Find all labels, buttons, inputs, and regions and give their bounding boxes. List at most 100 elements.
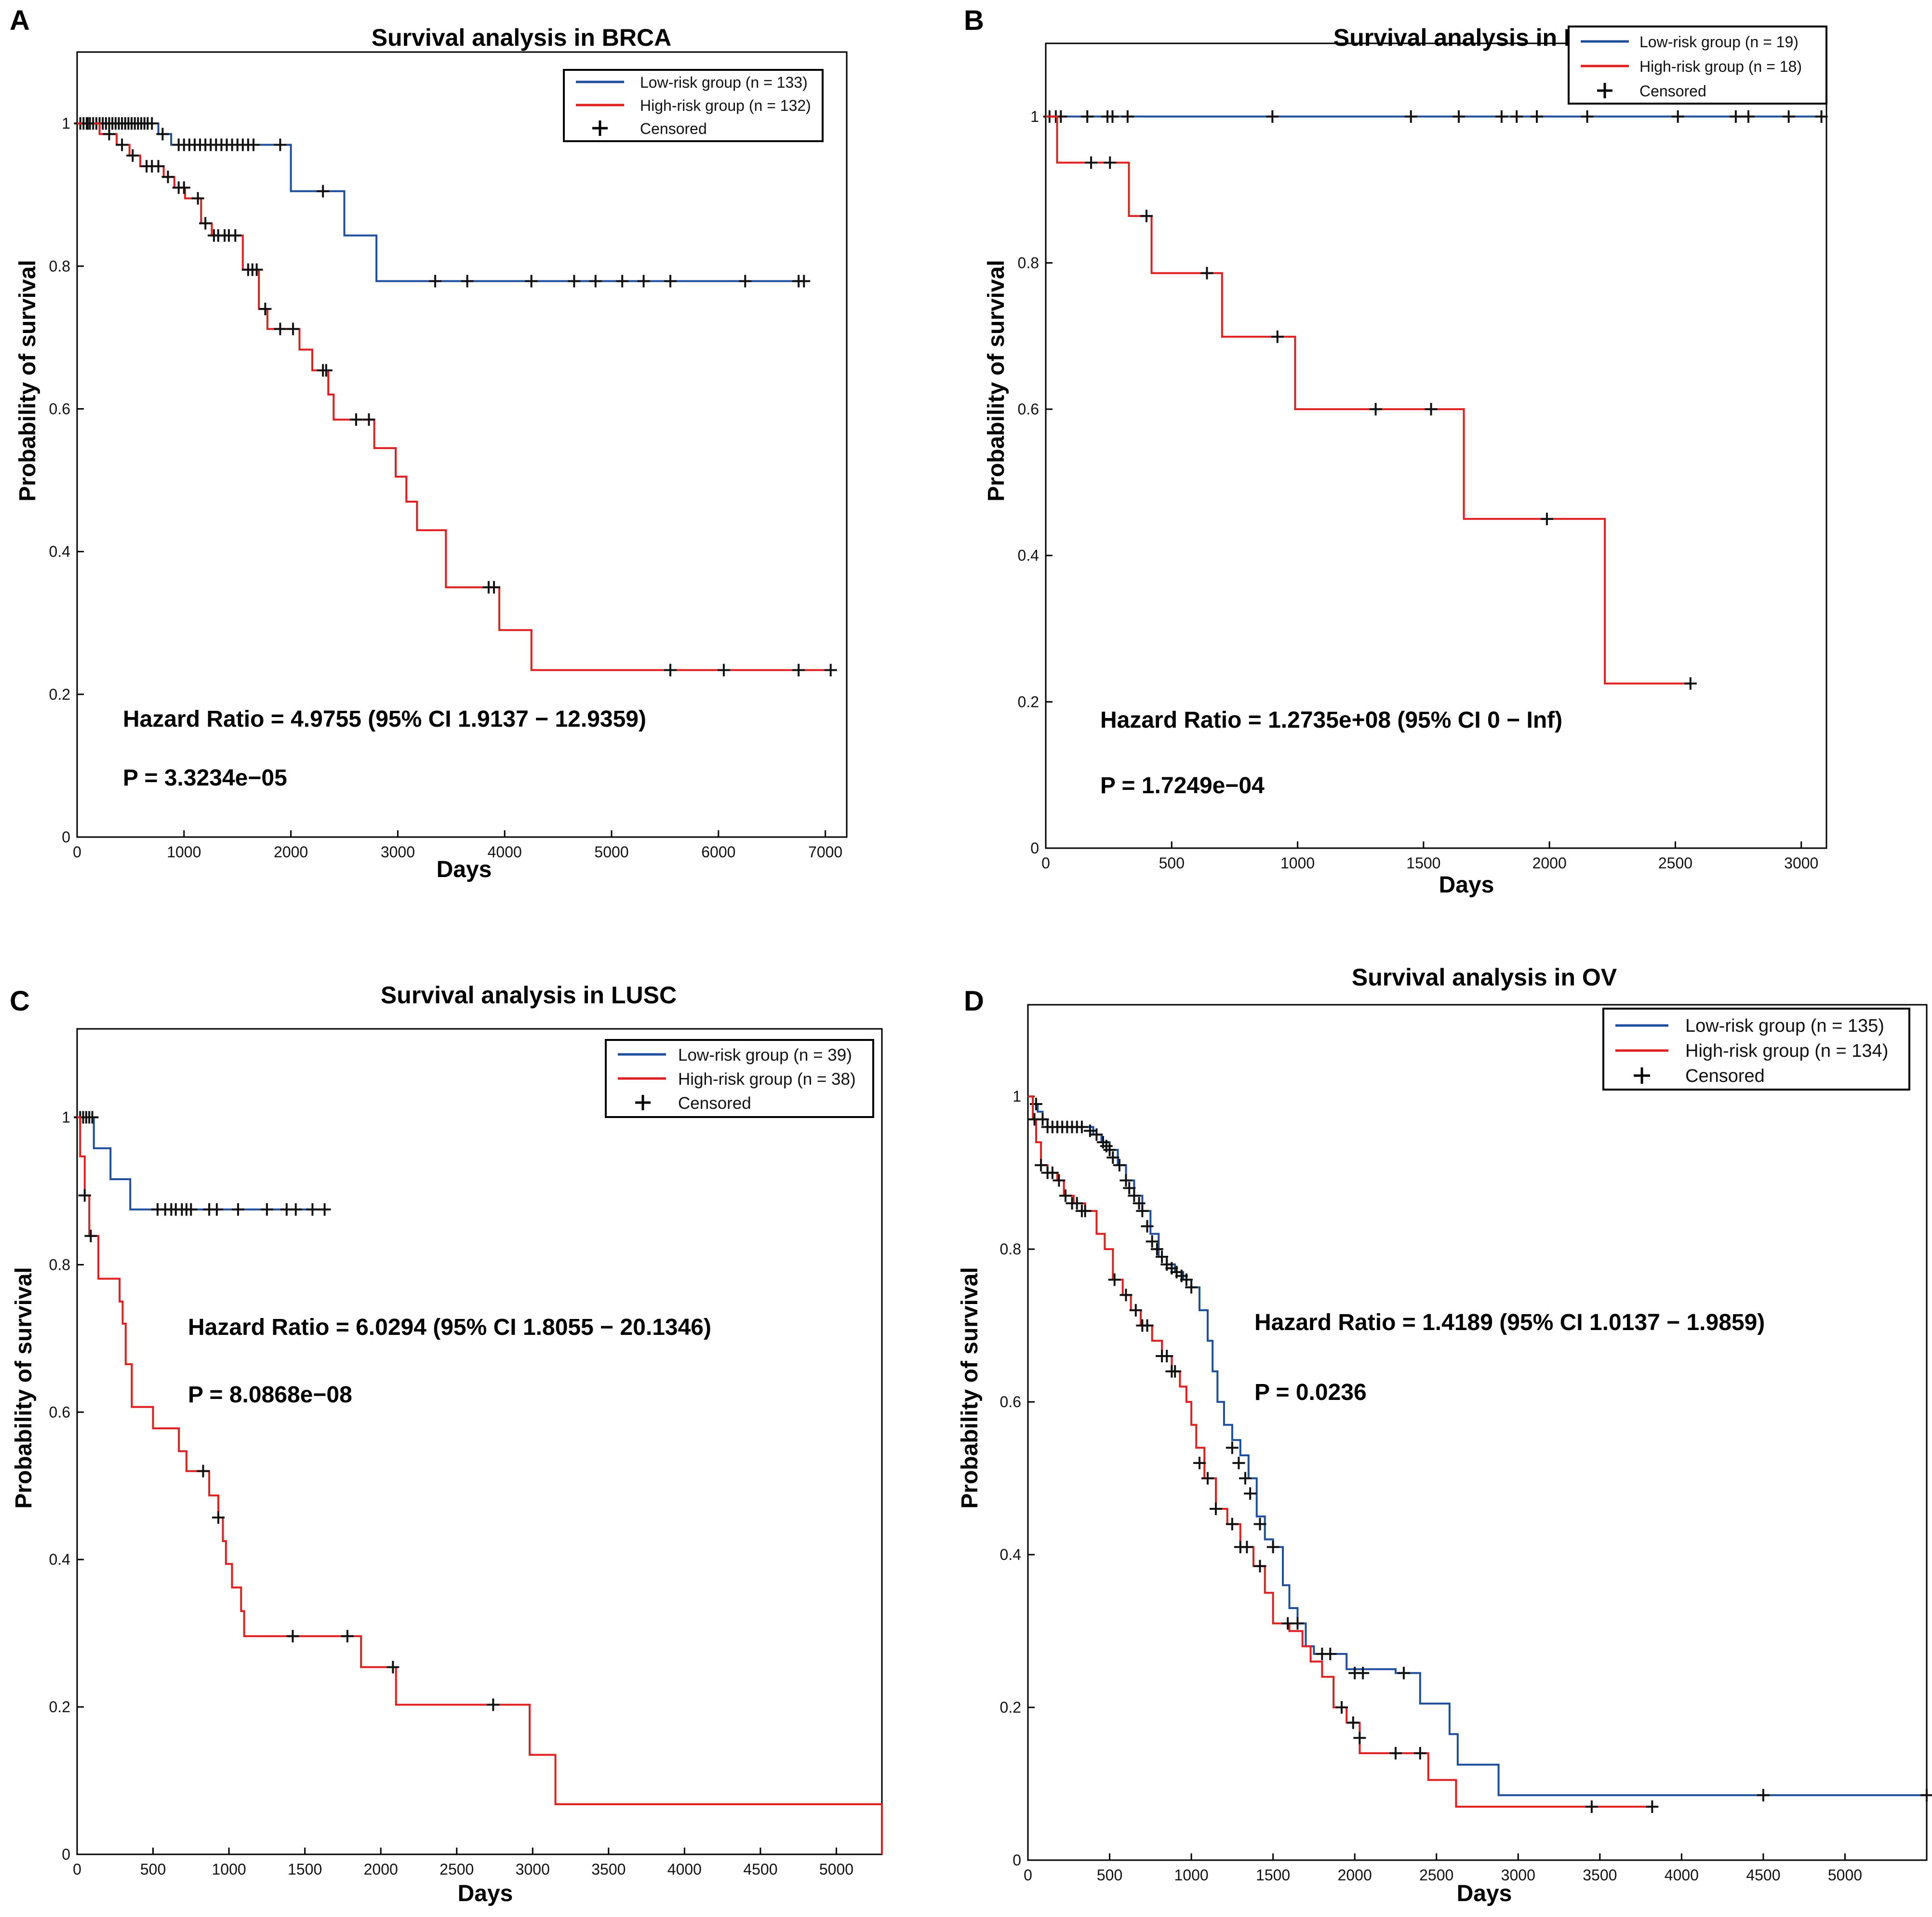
x-tick-label-b: 0 (1041, 854, 1050, 872)
censored-mark-b (1540, 512, 1553, 525)
censored-mark-c (260, 1203, 273, 1216)
censored-mark-a (274, 138, 287, 151)
plot-frame-b (1045, 42, 1827, 849)
censored-mark-d (1585, 1800, 1598, 1813)
censored-mark-d (1083, 1124, 1096, 1137)
censored-mark-a (664, 275, 677, 288)
censored-mark-a (792, 664, 805, 677)
censored-mark-c (306, 1203, 319, 1216)
x-tick-label-d: 4000 (1665, 1866, 1699, 1884)
censored-mark-a (525, 275, 538, 288)
panel-label-a: A (10, 5, 30, 36)
censored-mark-d (1397, 1666, 1410, 1679)
censored-mark-b (1404, 110, 1417, 123)
legend-label-d-censored: Censored (1685, 1066, 1765, 1086)
legend-censor-icon-c (635, 1095, 651, 1110)
x-tick-label-c: 2000 (364, 1861, 398, 1878)
censored-mark-c (286, 1630, 299, 1643)
y-tick-label-d: 0.8 (1000, 1240, 1021, 1258)
legend-label-a-high: High-risk group (n = 132) (640, 97, 811, 114)
censored-mark-b (1531, 110, 1544, 123)
x-tick-label-c: 5000 (819, 1861, 853, 1878)
x-tick-label-c: 3000 (516, 1861, 550, 1878)
censored-mark-b (1729, 110, 1742, 123)
censored-mark-a (247, 138, 260, 151)
censored-mark-d (1146, 1235, 1159, 1248)
censored-mark-c (78, 1189, 91, 1202)
censored-mark-a (362, 413, 375, 426)
xlabel-a: Days (437, 857, 492, 882)
legend-censor-icon-a (592, 120, 608, 136)
censored-mark-d (1346, 1716, 1359, 1729)
censored-mark-b (1452, 110, 1466, 123)
y-tick-label-c: 1 (62, 1109, 70, 1126)
y-tick-label-b: 1 (1030, 108, 1039, 125)
censored-mark-b (1140, 210, 1153, 223)
censored-mark-a (103, 128, 116, 141)
censored-mark-c (289, 1203, 302, 1216)
legend-label-c-low: Low-risk group (n = 39) (678, 1046, 852, 1065)
y-tick-label-b: 0.6 (1018, 400, 1039, 418)
legend-label-a-censored: Censored (640, 120, 707, 137)
censored-mark-b (1104, 156, 1117, 169)
censored-mark-b (1815, 110, 1828, 123)
x-tick-label-a: 6000 (701, 843, 735, 861)
censored-mark-d (1244, 1487, 1257, 1500)
censored-mark-b (1121, 110, 1134, 123)
censored-mark-d (1059, 1189, 1072, 1202)
censored-mark-d (1113, 1158, 1126, 1172)
censored-mark-b (1782, 110, 1795, 123)
censored-mark-d (1180, 1273, 1193, 1286)
censored-mark-c (341, 1630, 354, 1643)
censored-mark-d (1103, 1144, 1116, 1157)
ylabel-d: Probability of survival (957, 1267, 983, 1508)
panel-d: D Survival analysis in OV Days Probabili… (957, 964, 1932, 1906)
censored-mark-d (1160, 1350, 1173, 1363)
censored-mark-d (1281, 1617, 1294, 1630)
legend-censor-icon-b (1597, 83, 1612, 98)
censored-mark-b (1081, 110, 1094, 123)
censored-mark-a (349, 413, 362, 426)
censored-mark-a (259, 303, 272, 316)
censored-mark-d (1266, 1541, 1279, 1554)
y-tick-label-b: 0.2 (1018, 693, 1039, 710)
x-tick-label-a: 2000 (274, 843, 308, 861)
censored-mark-a (152, 160, 165, 173)
censored-mark-a (798, 275, 811, 288)
x-tick-label-c: 500 (140, 1861, 166, 1878)
x-tick-label-a: 3000 (381, 843, 415, 861)
censored-mark-a (320, 364, 333, 377)
x-tick-label-b: 3000 (1784, 854, 1818, 872)
y-tick-label-a: 0.6 (49, 400, 70, 417)
y-tick-label-c: 0.6 (49, 1403, 70, 1421)
censored-mark-a (568, 275, 581, 288)
censored-mark-d (1185, 1281, 1198, 1294)
panel-label-d: D (964, 985, 984, 1017)
legend-label-d-low: Low-risk group (n = 135) (1685, 1016, 1884, 1036)
censored-mark-a (81, 117, 94, 130)
x-tick-label-b: 2000 (1532, 854, 1567, 872)
y-tick-label-c: 0 (62, 1846, 70, 1863)
x-tick-label-a: 4000 (488, 843, 522, 861)
censored-mark-d (1035, 1158, 1048, 1172)
ylabel-c: Probability of survival (11, 1267, 37, 1508)
censored-mark-d (1141, 1319, 1154, 1332)
x-tick-label-d: 3000 (1501, 1866, 1535, 1884)
legend-label-b-low: Low-risk group (n = 19) (1639, 33, 1799, 51)
censored-mark-d (1075, 1120, 1088, 1133)
x-tick-label-a: 1000 (167, 843, 201, 861)
censored-mark-a (589, 275, 602, 288)
censored-mark-c (197, 1464, 210, 1478)
censored-mark-d (1136, 1204, 1149, 1217)
x-tick-label-d: 4500 (1746, 1866, 1780, 1884)
censored-mark-d (1920, 1789, 1932, 1802)
y-tick-label-a: 0.8 (49, 257, 70, 275)
x-tick-label-c: 1500 (288, 1861, 322, 1878)
x-tick-label-b: 1500 (1406, 854, 1440, 872)
censored-mark-d (1646, 1800, 1659, 1813)
ylabel-a: Probability of survival (15, 260, 40, 501)
legend-c: Low-risk group (n = 39) High-risk group … (605, 1039, 874, 1118)
panel-b: B Survival analysis in KIRC Days Probabi… (964, 5, 1828, 898)
censored-mark-a (199, 217, 212, 230)
